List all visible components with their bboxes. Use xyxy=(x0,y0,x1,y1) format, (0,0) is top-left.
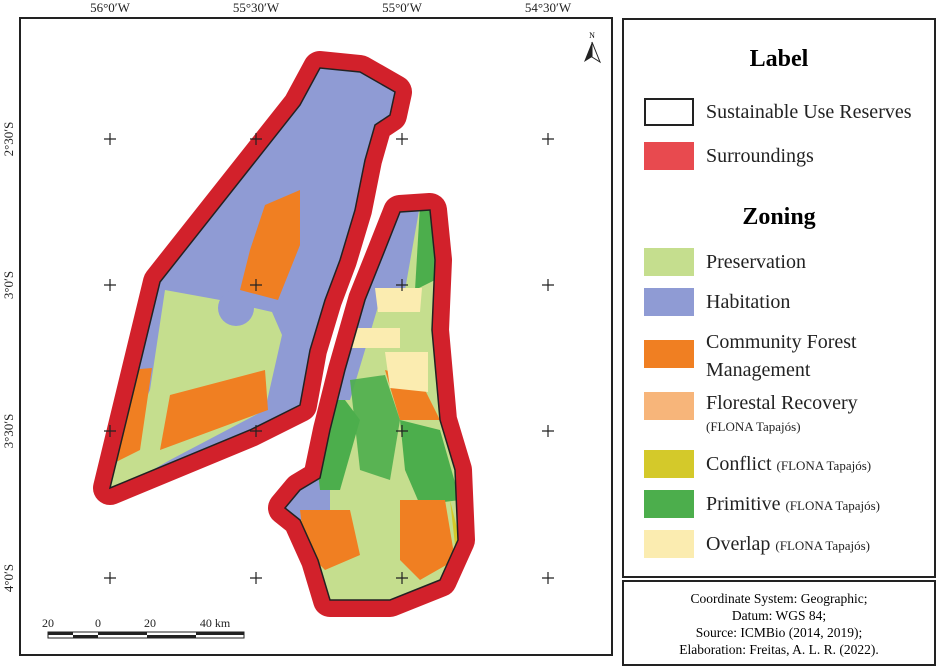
legend-note: (FLONA Tapajós) xyxy=(706,419,801,434)
reserve-borders xyxy=(108,67,459,601)
legend-title: Label xyxy=(749,46,809,72)
scale-bar: 20 0 20 40 km xyxy=(42,616,245,639)
latitude-label: 3°0′S xyxy=(1,271,16,299)
legend-label: Conflict xyxy=(706,453,772,475)
north-arrow: N xyxy=(584,31,602,64)
longitude-label: 54°30′W xyxy=(525,0,572,15)
scale-label: 20 xyxy=(144,616,156,630)
legend: Label Sustainable Use Reserves Surroundi… xyxy=(622,18,936,578)
latitude-label: 2°30′S xyxy=(1,122,16,157)
legend-item: Primitive (FLONA Tapajós) xyxy=(644,490,926,520)
longitude-label: 56°0′W xyxy=(90,0,131,15)
legend-label: Primitive xyxy=(706,493,781,515)
legend-item: Surroundings xyxy=(644,142,926,170)
legend-label: Surroundings xyxy=(706,145,814,167)
legend-note: (FLONA Tapajós) xyxy=(776,458,872,473)
scale-label: 40 km xyxy=(200,616,231,630)
legend-item: Sustainable Use Reserves xyxy=(644,98,926,126)
north-label: N xyxy=(589,31,595,40)
legend-label: Habitation xyxy=(706,291,791,313)
legend-item: Conflict (FLONA Tapajós) xyxy=(644,450,926,480)
legend-label: Overlap xyxy=(706,533,771,555)
legend-item: Habitation xyxy=(644,288,926,316)
legend-label: Florestal Recovery xyxy=(706,392,858,414)
zoning-title: Zoning xyxy=(742,204,816,230)
info-line: Source: ICMBio (2014, 2019); xyxy=(695,625,863,640)
legend-item: Overlap (FLONA Tapajós) xyxy=(644,530,926,560)
longitude-label: 55°30′W xyxy=(233,0,280,15)
legend-note: (FLONA Tapajós) xyxy=(775,538,870,553)
map: 56°0′W 55°30′W 55°0′W 54°30′W 2°30′S 3°0… xyxy=(1,0,613,656)
info-box: Coordinate System: Geographic; Datum: WG… xyxy=(622,580,936,666)
longitude-label: 55°0′W xyxy=(382,0,423,15)
legend-item: Preservation xyxy=(644,248,926,276)
scale-label: 20 xyxy=(42,616,54,630)
legend-label: Preservation xyxy=(706,251,806,273)
legend-item: Florestal Recovery (FLONA Tapajós) xyxy=(644,392,926,438)
latitude-label: 3°30′S xyxy=(1,414,16,449)
scale-label: 0 xyxy=(95,616,101,630)
legend-label: Sustainable Use Reserves xyxy=(706,101,912,123)
legend-label: Community Forest Management xyxy=(706,331,857,381)
legend-note: (FLONA Tapajós) xyxy=(785,498,880,513)
info-line: Coordinate System: Geographic; xyxy=(690,591,868,606)
legend-item: Community Forest Management xyxy=(644,328,896,384)
graticule xyxy=(104,133,554,584)
info-line: Elaboration: Freitas, A. L. R. (2022). xyxy=(679,642,879,657)
latitude-label: 4°0′S xyxy=(1,564,16,592)
info-line: Datum: WGS 84; xyxy=(731,608,827,623)
